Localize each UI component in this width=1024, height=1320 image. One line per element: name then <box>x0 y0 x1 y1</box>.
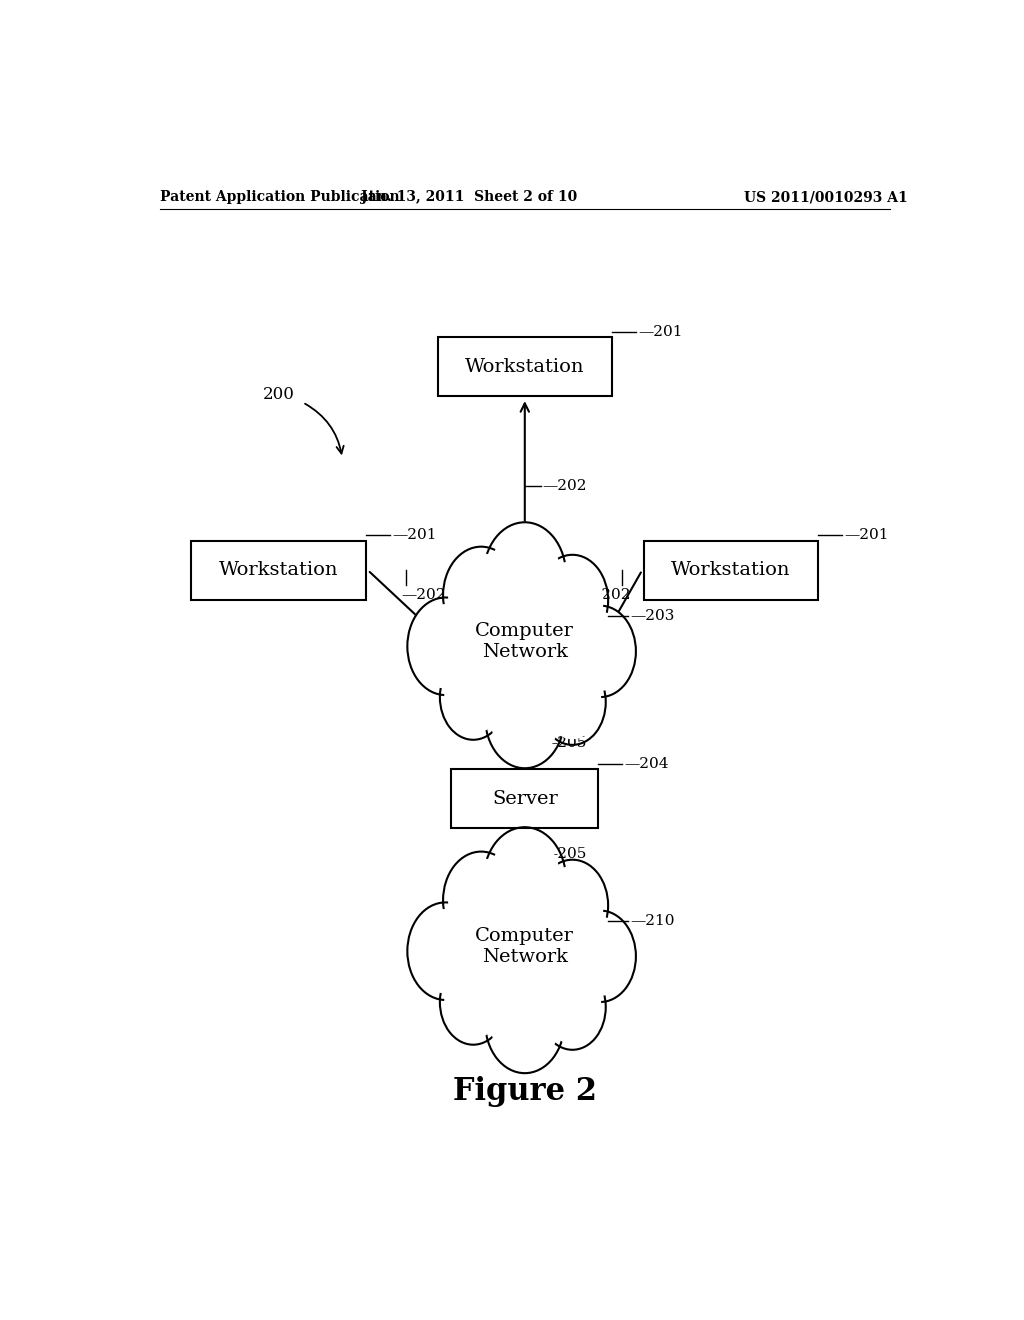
Circle shape <box>542 866 603 944</box>
Circle shape <box>440 960 507 1044</box>
Circle shape <box>569 917 631 995</box>
Circle shape <box>539 660 606 744</box>
Ellipse shape <box>461 908 588 994</box>
Text: —205: —205 <box>543 737 587 750</box>
Text: Workstation: Workstation <box>219 561 339 579</box>
Text: —210: —210 <box>631 913 675 928</box>
Circle shape <box>485 972 564 1073</box>
Circle shape <box>413 605 478 688</box>
Circle shape <box>443 546 519 644</box>
Circle shape <box>485 667 564 768</box>
Text: Jan. 13, 2011  Sheet 2 of 10: Jan. 13, 2011 Sheet 2 of 10 <box>361 190 578 205</box>
FancyBboxPatch shape <box>437 338 612 396</box>
Text: —202: —202 <box>543 479 587 492</box>
Circle shape <box>483 523 566 628</box>
Text: Server: Server <box>492 789 558 808</box>
Ellipse shape <box>461 603 588 689</box>
FancyBboxPatch shape <box>644 541 818 599</box>
Circle shape <box>537 554 608 647</box>
Text: —202: —202 <box>401 589 446 602</box>
Text: —201: —201 <box>392 528 437 543</box>
Text: Workstation: Workstation <box>465 358 585 376</box>
Circle shape <box>444 661 502 734</box>
Circle shape <box>492 675 558 760</box>
FancyArrowPatch shape <box>305 404 344 454</box>
FancyBboxPatch shape <box>191 541 367 599</box>
Text: Workstation: Workstation <box>672 561 791 579</box>
Circle shape <box>542 561 603 639</box>
Circle shape <box>564 911 636 1002</box>
Ellipse shape <box>454 900 596 1002</box>
Circle shape <box>443 851 519 949</box>
Text: —204: —204 <box>625 758 669 771</box>
FancyBboxPatch shape <box>452 770 598 828</box>
Circle shape <box>444 966 502 1039</box>
Text: —203: —203 <box>631 609 675 623</box>
Text: —201: —201 <box>638 325 683 339</box>
Circle shape <box>489 531 560 620</box>
Circle shape <box>489 836 560 925</box>
Circle shape <box>449 859 513 942</box>
Circle shape <box>449 554 513 638</box>
Circle shape <box>537 859 608 952</box>
Text: Figure 2: Figure 2 <box>453 1076 597 1107</box>
Circle shape <box>492 979 558 1065</box>
Circle shape <box>483 828 566 933</box>
Circle shape <box>408 903 483 1001</box>
Circle shape <box>544 665 601 738</box>
Circle shape <box>440 655 507 739</box>
Text: Computer
Network: Computer Network <box>475 927 574 965</box>
Text: —205: —205 <box>543 847 587 861</box>
Circle shape <box>564 606 636 697</box>
Text: —202: —202 <box>587 589 631 602</box>
Circle shape <box>539 965 606 1049</box>
Circle shape <box>408 598 483 696</box>
Circle shape <box>544 970 601 1043</box>
Text: Patent Application Publication: Patent Application Publication <box>160 190 399 205</box>
Text: Computer
Network: Computer Network <box>475 622 574 660</box>
Text: —201: —201 <box>845 528 889 543</box>
Text: 200: 200 <box>263 385 295 403</box>
Ellipse shape <box>454 595 596 697</box>
Circle shape <box>569 612 631 690</box>
Circle shape <box>413 909 478 993</box>
Text: US 2011/0010293 A1: US 2011/0010293 A1 <box>744 190 908 205</box>
